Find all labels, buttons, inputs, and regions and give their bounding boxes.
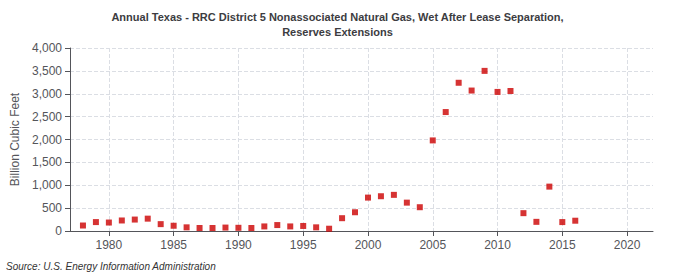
svg-text:Source: U.S. Energy Informatio: Source: U.S. Energy Information Administ… — [6, 261, 216, 272]
svg-text:2015: 2015 — [549, 238, 576, 252]
svg-text:2010: 2010 — [484, 238, 511, 252]
svg-text:1980: 1980 — [96, 238, 123, 252]
svg-text:2005: 2005 — [419, 238, 446, 252]
svg-text:2020: 2020 — [614, 238, 641, 252]
svg-text:1995: 1995 — [290, 238, 317, 252]
svg-text:1,000: 1,000 — [32, 178, 62, 192]
svg-text:Reserves Extensions: Reserves Extensions — [282, 26, 393, 38]
svg-text:3,000: 3,000 — [32, 87, 62, 101]
svg-text:1,500: 1,500 — [32, 155, 62, 169]
svg-text:3,500: 3,500 — [32, 64, 62, 78]
svg-text:2000: 2000 — [355, 238, 382, 252]
svg-text:1985: 1985 — [160, 238, 187, 252]
svg-text:500: 500 — [42, 201, 62, 215]
svg-text:2,500: 2,500 — [32, 110, 62, 124]
svg-text:Annual Texas - RRC District 5: Annual Texas - RRC District 5 Nonassocia… — [111, 11, 563, 23]
svg-text:0: 0 — [55, 224, 62, 238]
svg-text:1990: 1990 — [225, 238, 252, 252]
svg-text:4,000: 4,000 — [32, 41, 62, 55]
svg-text:Billion Cubic Feet: Billion Cubic Feet — [8, 92, 22, 186]
svg-text:2,000: 2,000 — [32, 133, 62, 147]
